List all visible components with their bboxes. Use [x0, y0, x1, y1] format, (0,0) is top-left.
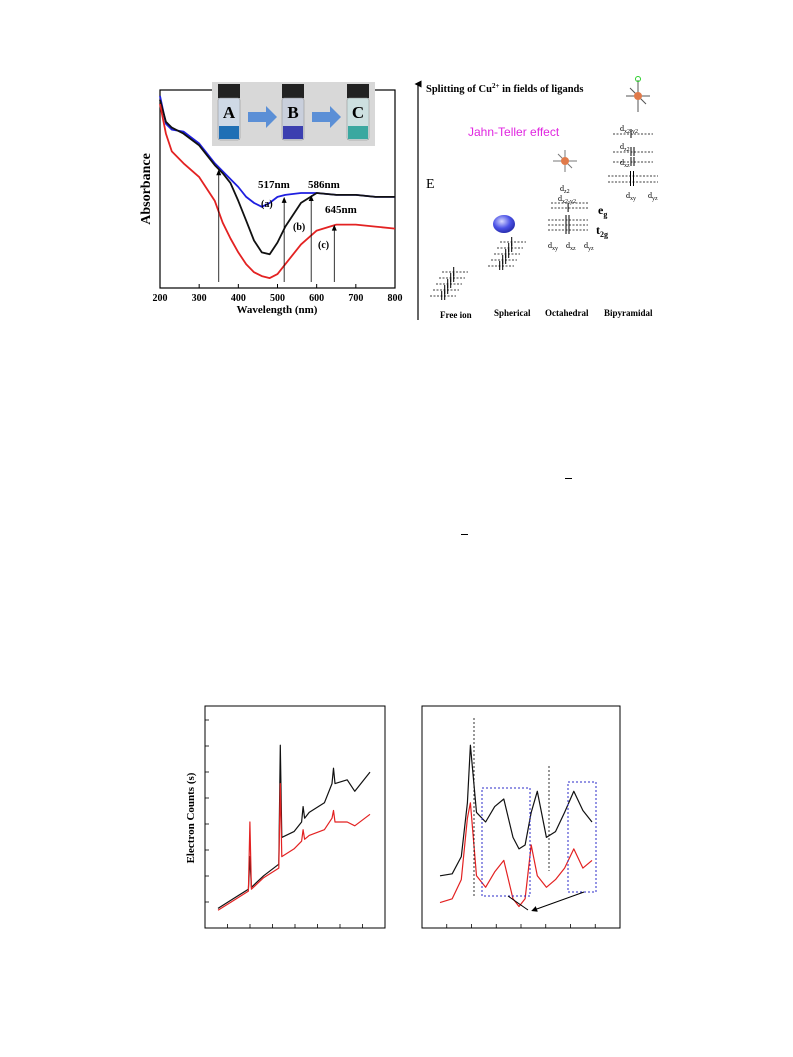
orbital-splitting-diagram: Splitting of Cu2+ in fields of ligands E… — [414, 76, 658, 320]
svg-text:dx2-y2: dx2-y2 — [620, 124, 638, 135]
svg-text:dxz: dxz — [620, 158, 630, 169]
vial-photo-inset: A B C — [212, 82, 375, 146]
arrow-a-b — [248, 106, 277, 128]
spectrum-line-red — [217, 783, 371, 911]
svg-text:dxz: dxz — [566, 241, 576, 252]
curve-label-a: (a) — [261, 199, 273, 210]
eels-left-curves — [217, 744, 371, 911]
y-axis-label: Absorbance — [139, 153, 154, 225]
curve-label-b: (b) — [293, 222, 305, 233]
bipyramidal-complex-icon — [626, 76, 650, 112]
vial-c: C — [346, 84, 370, 141]
uv-curves — [159, 95, 396, 279]
vial-b: B — [281, 84, 305, 141]
svg-text:dz2: dz2 — [560, 184, 570, 195]
svg-text:dx2-y2: dx2-y2 — [558, 194, 576, 205]
curve-label-c: (c) — [318, 240, 329, 251]
x-tick-label: 200 — [153, 293, 168, 304]
svg-text:dyz: dyz — [648, 191, 658, 202]
series-line-b — [159, 99, 395, 256]
energy-levels — [430, 129, 658, 300]
x-tick-label: 400 — [231, 293, 246, 304]
marker-arrowhead — [216, 169, 222, 176]
col-octahedral: Octahedral — [545, 308, 589, 318]
x-tick-label: 800 — [388, 293, 403, 304]
col-free-ion: Free ion — [440, 310, 472, 320]
spectrum-line-black — [217, 744, 371, 909]
orbital-labels: dz2 dx2-y2 dxy dxz dyz dx2-y2 dz2 dxz dx… — [548, 124, 658, 252]
left-panel-frame — [204, 705, 386, 929]
vial-b-label: B — [287, 103, 298, 122]
pointer-1 — [507, 895, 529, 911]
col-bipyramidal: Bipyramidal — [604, 308, 653, 318]
vial-c-label: C — [352, 103, 364, 122]
spectrum-line-black — [439, 744, 593, 877]
label-586nm: 586nm — [308, 179, 340, 191]
eels-right-curves — [439, 744, 593, 908]
x-axis-label: Wavelength (nm) — [237, 304, 318, 316]
spectrum-line-red — [439, 802, 593, 908]
marker-arrowhead — [331, 224, 337, 231]
series-line-c — [159, 103, 396, 279]
column-labels: Free ion Spherical Octahedral Bipyramida… — [440, 308, 653, 320]
highlight-box-1 — [481, 787, 531, 897]
x-tick-label: 600 — [309, 293, 324, 304]
vial-a: A — [217, 84, 241, 141]
spherical-field-icon — [493, 215, 515, 233]
col-spherical: Spherical — [494, 308, 531, 318]
svg-text:dyz: dyz — [584, 241, 594, 252]
x-tick-label: 500 — [270, 293, 285, 304]
uv-vis-chart: Absorbance Wavelength (nm) 200 300 400 500 6… — [139, 82, 403, 316]
t2g-label: t2g — [596, 223, 608, 239]
x-tick-label: 700 — [348, 293, 363, 304]
text-fragment-overbar-2 — [461, 534, 468, 535]
energy-label: E — [426, 177, 435, 192]
eels-y-label: Electron Counts (s) — [185, 772, 197, 863]
arrow-b-c — [312, 106, 341, 128]
label-517nm: 517nm — [258, 179, 290, 191]
svg-text:dz2: dz2 — [620, 142, 630, 153]
highlight-box-2 — [567, 781, 597, 893]
vial-a-label: A — [223, 103, 236, 122]
eg-label: eg — [598, 203, 607, 219]
text-fragment-overbar-1 — [565, 478, 572, 479]
svg-text:dxy: dxy — [626, 191, 636, 202]
label-645nm: 645nm — [325, 204, 357, 216]
eels-ticks — [204, 719, 621, 929]
x-tick-label: 300 — [192, 293, 207, 304]
octahedral-complex-icon — [553, 150, 577, 172]
marker-arrowhead — [308, 194, 314, 201]
diagram-title: Splitting of Cu2+ in fields of ligands — [426, 82, 583, 95]
svg-text:dxy: dxy — [548, 241, 558, 252]
x-ticks: 200 300 400 500 600 700 800 — [153, 284, 403, 304]
marker-arrowhead — [281, 196, 287, 203]
pointer-2 — [531, 891, 585, 912]
right-panel-frame — [421, 705, 621, 929]
jahn-teller-label: Jahn-Teller effect — [468, 125, 560, 139]
wavelength-markers — [216, 169, 337, 282]
eels-spectra: Electron Counts (s) — [185, 705, 621, 929]
